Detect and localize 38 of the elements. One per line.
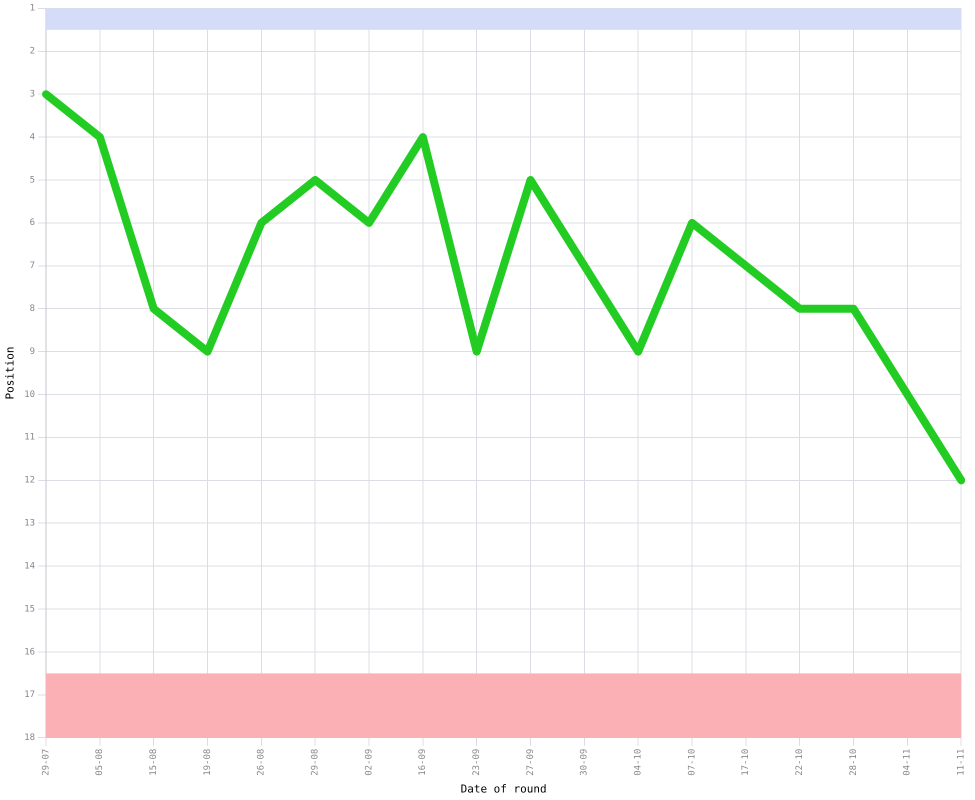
x-tick-label: 22-10 [795,748,806,776]
y-axis-title: Position [3,346,16,400]
y-tick-label: 4 [30,132,36,142]
x-tick-label: 26-08 [256,748,267,776]
y-tick-label: 7 [30,261,36,272]
x-tick-label: 17-10 [741,748,752,776]
y-tick-label: 17 [24,690,36,700]
y-tick-label: 14 [24,561,36,572]
y-tick-label: 9 [30,346,36,357]
y-tick-label: 13 [24,518,36,529]
y-tick-label: 2 [30,46,36,57]
y-tick-label: 1 [30,4,36,14]
x-tick-label: 28-10 [848,748,859,776]
y-tick-label: 3 [30,90,36,100]
x-tick-label: 11-11 [956,748,967,776]
y-tick-label: 12 [24,476,36,486]
y-tick-label: 11 [24,432,36,443]
y-tick-label: 8 [30,304,36,314]
y-tick-label: 10 [24,390,36,400]
x-tick-label: 30-09 [580,748,590,776]
x-axis-title: Date of round [460,782,547,796]
x-tick-label: 16-09 [418,748,428,776]
y-tick-label: 15 [24,604,36,614]
x-tick-label: 15-08 [149,748,160,776]
y-tick-label: 18 [24,733,36,744]
y-tick-label: 5 [30,175,36,186]
x-tick-label: 04-11 [902,748,913,776]
x-tick-label: 23-09 [472,748,482,776]
x-tick-label: 29-07 [41,748,52,776]
x-tick-label: 04-10 [634,748,644,776]
x-tick-label: 27-09 [526,748,536,776]
y-tick-label: 16 [24,647,36,658]
x-tick-label: 19-08 [202,748,213,776]
x-tick-label: 07-10 [687,748,698,776]
x-tick-label: 05-08 [95,748,106,776]
y-tick-label: 6 [30,218,36,228]
x-tick-label: 02-09 [364,748,374,776]
x-tick-label: 29-08 [310,748,321,776]
